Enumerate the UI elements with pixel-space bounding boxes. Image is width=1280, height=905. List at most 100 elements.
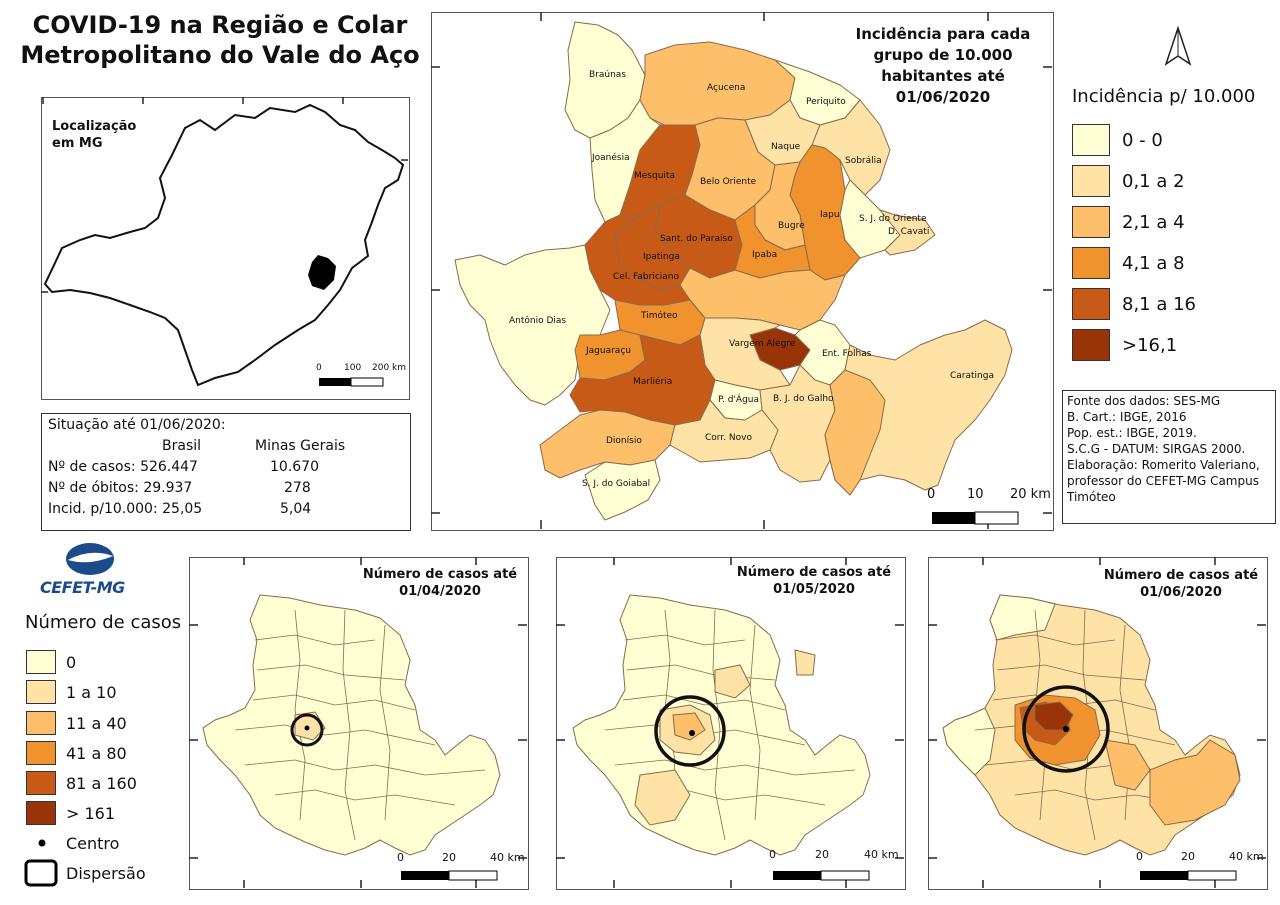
- label-d-cavati: D. Cavati: [888, 227, 930, 237]
- legend-label: 0 - 0: [1122, 129, 1163, 151]
- legend-swatch: [1072, 329, 1110, 361]
- main-scale-0: 0: [927, 487, 936, 502]
- stats-row-label: Nº de casos: 526.447: [48, 459, 198, 475]
- small-map-3-scale-20: 20: [1181, 850, 1195, 863]
- cases-legend-item: 11 a 40: [26, 711, 127, 735]
- stats-row-label: Incid. p/10.000: 25,05: [48, 501, 203, 517]
- label-dionisio: Dionísio: [606, 436, 642, 446]
- municipality-cel-fabriciano: [584, 214, 691, 306]
- legend-label: 11 a 40: [66, 713, 127, 733]
- small-map-2-scale-0: 0: [769, 848, 776, 861]
- small-map-2-scale-20: 20: [815, 848, 829, 861]
- legend-label: 41 a 80: [66, 743, 127, 763]
- label-belo-oriente: Belo Oriente: [700, 177, 757, 187]
- dispersao-ring-icon: [24, 859, 58, 887]
- source-line: Elaboração: Romerito Valeriano,: [1067, 458, 1260, 472]
- legend-swatch: [26, 801, 56, 825]
- legend-swatch: [26, 741, 56, 765]
- label-b-j-galho: B. J. do Galho: [773, 394, 834, 404]
- stats-box: Situação até 01/06/2020: Brasil Minas Ge…: [41, 413, 411, 531]
- incidence-legend-item: >16,1: [1072, 329, 1177, 361]
- small-map-3-title: Número de casos até 01/06/2020: [1103, 568, 1259, 600]
- label-p-dagua: P. d'Água: [718, 395, 760, 405]
- source-line: B. Cart.: IBGE, 2016: [1067, 410, 1187, 424]
- legend-label: > 161: [66, 803, 116, 823]
- legend-swatch: [1072, 247, 1110, 279]
- label-acucena: Açucena: [707, 83, 746, 93]
- legend-swatch: [1072, 206, 1110, 238]
- label-joanesia: Joanésia: [592, 153, 630, 163]
- legend-label: 1 a 10: [66, 682, 117, 702]
- legend-label: 8,1 a 16: [1122, 293, 1197, 315]
- stats-col-brasil: Brasil: [162, 438, 202, 454]
- incidence-legend-item: 4,1 a 8: [1072, 247, 1185, 279]
- label-ent-folhas: Ent. Folhas: [822, 349, 872, 359]
- legend-swatch: [1072, 124, 1110, 156]
- municipality-d-cavati: [879, 209, 936, 256]
- label-sant-paraiso: Sant. do Paraíso: [660, 234, 733, 244]
- location-scale-100: 100: [344, 363, 362, 373]
- small-map-1-title: Número de casos até 01/04/2020: [362, 567, 518, 599]
- cases-legend-title: Número de casos: [25, 612, 182, 633]
- legend-label: 0,1 a 2: [1122, 170, 1185, 192]
- label-sobralia: Sobrália: [845, 156, 882, 166]
- legend-swatch: [26, 711, 56, 735]
- municipality-caratinga-west: [824, 369, 886, 496]
- legend-label: 4,1 a 8: [1122, 252, 1185, 274]
- municipality-east-center: [679, 267, 846, 331]
- label-jaguaracu: Jaguaraçu: [586, 346, 631, 356]
- label-sj-oriente: S. J. do Oriente: [859, 214, 927, 224]
- legend-swatch: [26, 771, 56, 795]
- location-scale-0: 0: [316, 363, 322, 373]
- source-line: S.C.G - DATUM: SIRGAS 2000.: [1067, 442, 1246, 456]
- sources-box: Fonte dos dados: SES-MG B. Cart.: IBGE, …: [1062, 390, 1276, 524]
- small-map-1: [202, 594, 501, 856]
- source-line: professor do CEFET-MG Campus: [1067, 474, 1259, 488]
- cefet-logo-text: CEFET-MG: [40, 578, 125, 597]
- source-line: Timóteo: [1067, 490, 1116, 504]
- small-map-1-scale-20: 20: [442, 851, 456, 864]
- incidence-legend-item: 0,1 a 2: [1072, 165, 1185, 197]
- legend-label: >16,1: [1122, 334, 1178, 356]
- cases-legend-item: 81 a 160: [26, 771, 137, 795]
- cases-legend-item: 1 a 10: [26, 680, 117, 704]
- incidence-legend-title: Incidência p/ 10.000: [1072, 86, 1256, 107]
- legend-swatch: [1072, 165, 1110, 197]
- label-ipatinga: Ipatinga: [643, 252, 680, 262]
- legend-swatch: [1072, 288, 1110, 320]
- label-timoteo: Timóteo: [641, 311, 678, 321]
- label-caratinga: Caratinga: [950, 371, 994, 381]
- source-line: Pop. est.: IBGE, 2019.: [1067, 426, 1197, 440]
- legend-label: 81 a 160: [66, 773, 137, 793]
- stats-row-mg: 10.670: [270, 459, 319, 475]
- small-map-2: [572, 594, 871, 856]
- vale-do-aco-region: [308, 255, 336, 290]
- incidence-legend-item: 2,1 a 4: [1072, 206, 1185, 238]
- small-map-3-scale-40: 40 km: [1229, 850, 1264, 863]
- label-mesquita: Mesquita: [634, 171, 675, 181]
- source-line: Fonte dos dados: SES-MG: [1067, 394, 1221, 408]
- location-label: Localização em MG: [52, 119, 137, 151]
- legend-label: 0: [66, 652, 77, 672]
- label-sj-goiabal: S. J. do Goiabal: [582, 479, 651, 489]
- main-map-title: Incidência para cada grupo de 10.000 hab…: [855, 25, 1031, 106]
- label-naque: Naque: [771, 142, 801, 152]
- label-ipaba: Ipaba: [752, 250, 778, 260]
- dispersao-label: Dispersão: [66, 864, 146, 883]
- incidence-legend-item: 8,1 a 16: [1072, 288, 1196, 320]
- incidence-legend-item: 0 - 0: [1072, 124, 1163, 156]
- label-bugre: Bugre: [778, 221, 805, 231]
- small-map-2-scale-40: 40 km: [864, 848, 899, 861]
- label-corr-novo: Corr. Novo: [705, 433, 752, 443]
- centro-label: Centro: [66, 834, 120, 853]
- stats-heading: Situação até 01/06/2020:: [48, 417, 226, 433]
- stats-row-mg: 278: [284, 480, 311, 496]
- label-vargem-alegre: Vargem Alegre: [729, 339, 796, 349]
- legend-swatch: [26, 680, 56, 704]
- page-title: COVID-19 na Região e Colar Metropolitano…: [20, 11, 420, 69]
